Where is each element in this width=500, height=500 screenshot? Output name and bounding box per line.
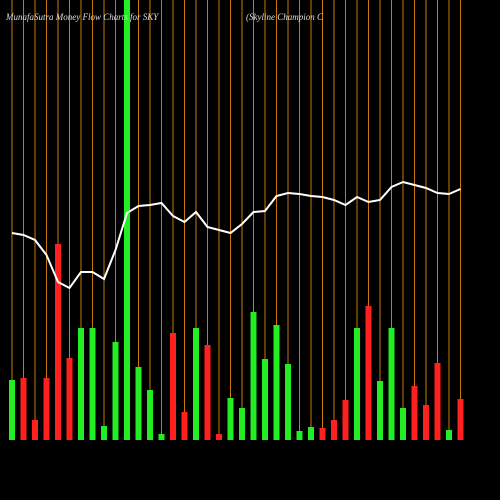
bar	[342, 400, 349, 440]
bar	[89, 328, 96, 440]
bar	[285, 364, 291, 440]
bar	[446, 430, 452, 440]
bars	[9, 0, 464, 440]
bar	[354, 328, 360, 440]
bar	[308, 427, 314, 440]
bar	[147, 390, 153, 440]
bar	[66, 358, 73, 440]
bar	[204, 345, 211, 440]
bar	[296, 431, 303, 440]
bar	[400, 408, 406, 440]
bar	[273, 325, 280, 440]
bar	[170, 333, 176, 440]
bar	[193, 328, 199, 440]
bar	[250, 312, 257, 440]
bar	[216, 434, 222, 440]
bar	[181, 412, 188, 440]
bar	[112, 342, 119, 440]
bar	[78, 328, 84, 440]
bar	[319, 428, 326, 440]
chart-subtitle: (Skyline Champion C	[246, 12, 324, 22]
chart-title: MunafaSutra Money Flow Charts for SKY	[5, 12, 159, 22]
bar	[158, 434, 165, 440]
bar	[411, 386, 418, 440]
bar	[388, 328, 395, 440]
bar	[331, 420, 337, 440]
bar	[135, 367, 142, 440]
bar	[9, 380, 15, 440]
bar	[377, 381, 383, 440]
bar	[55, 244, 61, 440]
bar	[457, 399, 464, 440]
bar	[365, 306, 372, 440]
bar	[124, 0, 130, 440]
bar	[101, 426, 107, 440]
bar	[423, 405, 429, 440]
line-layer	[11, 180, 461, 290]
bar	[434, 363, 441, 440]
bar	[32, 420, 38, 440]
money-flow-line	[11, 180, 461, 290]
bar	[20, 378, 27, 440]
bar	[262, 359, 268, 440]
bar	[43, 378, 50, 440]
bar	[227, 398, 234, 440]
bar	[239, 408, 245, 440]
